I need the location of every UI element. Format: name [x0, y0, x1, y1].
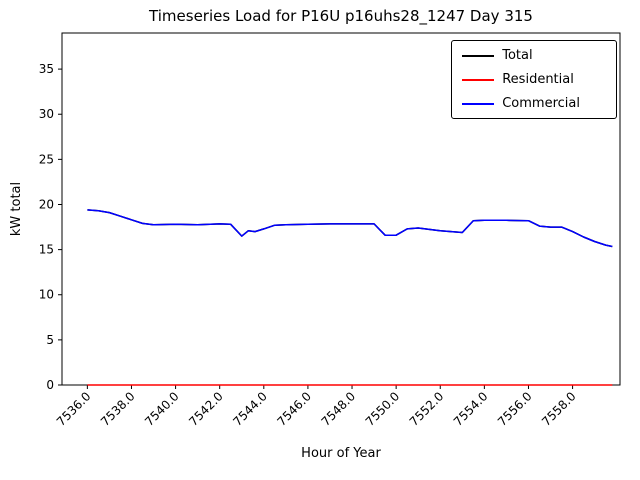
legend-line-total-icon [462, 54, 495, 57]
svg-text:7538.0: 7538.0 [98, 389, 138, 429]
y-axis-label: kW total [9, 181, 24, 237]
legend-line-residential-icon [462, 78, 495, 81]
svg-text:7540.0: 7540.0 [142, 389, 182, 429]
legend-item-commercial: Commercial [462, 96, 606, 111]
svg-text:7556.0: 7556.0 [495, 389, 535, 429]
x-axis-label: Hour of Year [301, 446, 381, 461]
svg-text:7536.0: 7536.0 [54, 389, 94, 429]
legend-item-residential: Residential [462, 72, 606, 87]
chart-title: Timeseries Load for P16U p16uhs28_1247 D… [149, 7, 533, 25]
svg-text:7550.0: 7550.0 [363, 389, 403, 429]
svg-text:7542.0: 7542.0 [186, 389, 226, 429]
legend-label-commercial: Commercial [502, 96, 580, 111]
legend-label-total: Total [502, 48, 533, 63]
svg-text:20: 20 [39, 197, 54, 211]
svg-text:30: 30 [39, 107, 54, 121]
legend: Total Residential Commercial [451, 40, 617, 119]
svg-text:7548.0: 7548.0 [319, 389, 359, 429]
legend-line-commercial-icon [462, 102, 495, 105]
svg-text:0: 0 [46, 378, 54, 392]
svg-text:35: 35 [39, 62, 54, 76]
svg-text:7558.0: 7558.0 [539, 389, 579, 429]
legend-label-residential: Residential [502, 72, 574, 87]
svg-text:25: 25 [39, 152, 54, 166]
legend-item-total: Total [462, 48, 606, 63]
svg-text:5: 5 [46, 333, 54, 347]
svg-text:7554.0: 7554.0 [451, 389, 491, 429]
svg-text:15: 15 [39, 243, 54, 257]
svg-text:10: 10 [39, 288, 54, 302]
svg-text:7552.0: 7552.0 [407, 389, 447, 429]
svg-text:7544.0: 7544.0 [230, 389, 270, 429]
svg-text:7546.0: 7546.0 [274, 389, 314, 429]
